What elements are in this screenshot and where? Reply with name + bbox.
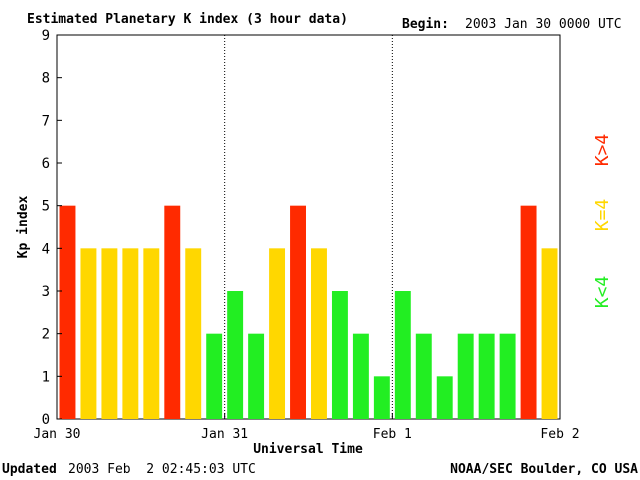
kp-bar (331, 291, 348, 419)
updated-label: Updated (2, 462, 57, 477)
x-tick-label: Feb 1 (373, 427, 412, 442)
kp-bar (290, 205, 306, 419)
kp-bar (373, 376, 390, 419)
chart-title: Estimated Planetary K index (3 hour data… (27, 12, 348, 27)
kp-bar (185, 248, 202, 419)
x-tick-label: Jan 31 (201, 427, 248, 442)
kp-bar (436, 376, 453, 419)
footer-credit: NOAA/SEC Boulder, CO USA (450, 462, 638, 477)
kp-bar (311, 248, 327, 419)
kp-bar (164, 205, 181, 419)
y-tick-label: 4 (42, 241, 50, 257)
kp-bar (541, 248, 558, 419)
kp-bar (499, 333, 516, 419)
y-tick-label: 9 (42, 28, 50, 44)
y-axis-label: Kp index (16, 196, 31, 259)
x-tick-label: Feb 2 (540, 427, 579, 442)
kp-bar (520, 205, 537, 419)
plot-frame (56, 34, 561, 420)
kp-bar (227, 291, 244, 419)
kp-bar (101, 248, 118, 419)
y-tick-label: 5 (42, 199, 50, 215)
updated-value: 2003 Feb 2 02:45:03 UTC (68, 462, 256, 477)
kp-bar (352, 333, 369, 419)
kp-bar (394, 291, 411, 419)
y-tick-label: 8 (42, 71, 50, 87)
y-tick-label: 7 (42, 113, 50, 129)
kp-bar (415, 333, 432, 419)
kp-bar (59, 205, 76, 419)
kp-bar (269, 248, 286, 419)
y-tick-label: 6 (42, 156, 50, 172)
kp-bar (80, 248, 97, 419)
y-tick-label: 3 (42, 284, 50, 300)
legend-mid: K=4 (592, 199, 613, 232)
y-tick-label: 0 (42, 412, 50, 428)
x-tick-label: Jan 30 (34, 427, 81, 442)
y-tick-label: 2 (42, 327, 50, 343)
kp-bar (122, 248, 139, 419)
legend-low: K<4 (592, 276, 613, 309)
begin-label: Begin: (402, 17, 449, 32)
kp-bar (206, 333, 223, 419)
kp-bar (457, 333, 474, 419)
kp-bar (248, 333, 265, 419)
y-tick-label: 1 (42, 369, 50, 385)
begin-value: 2003 Jan 30 0000 UTC (465, 17, 622, 32)
x-axis-label: Universal Time (253, 442, 363, 457)
kp-bar (478, 333, 495, 419)
kp-bar (143, 248, 160, 419)
legend-high: K>4 (592, 134, 613, 167)
